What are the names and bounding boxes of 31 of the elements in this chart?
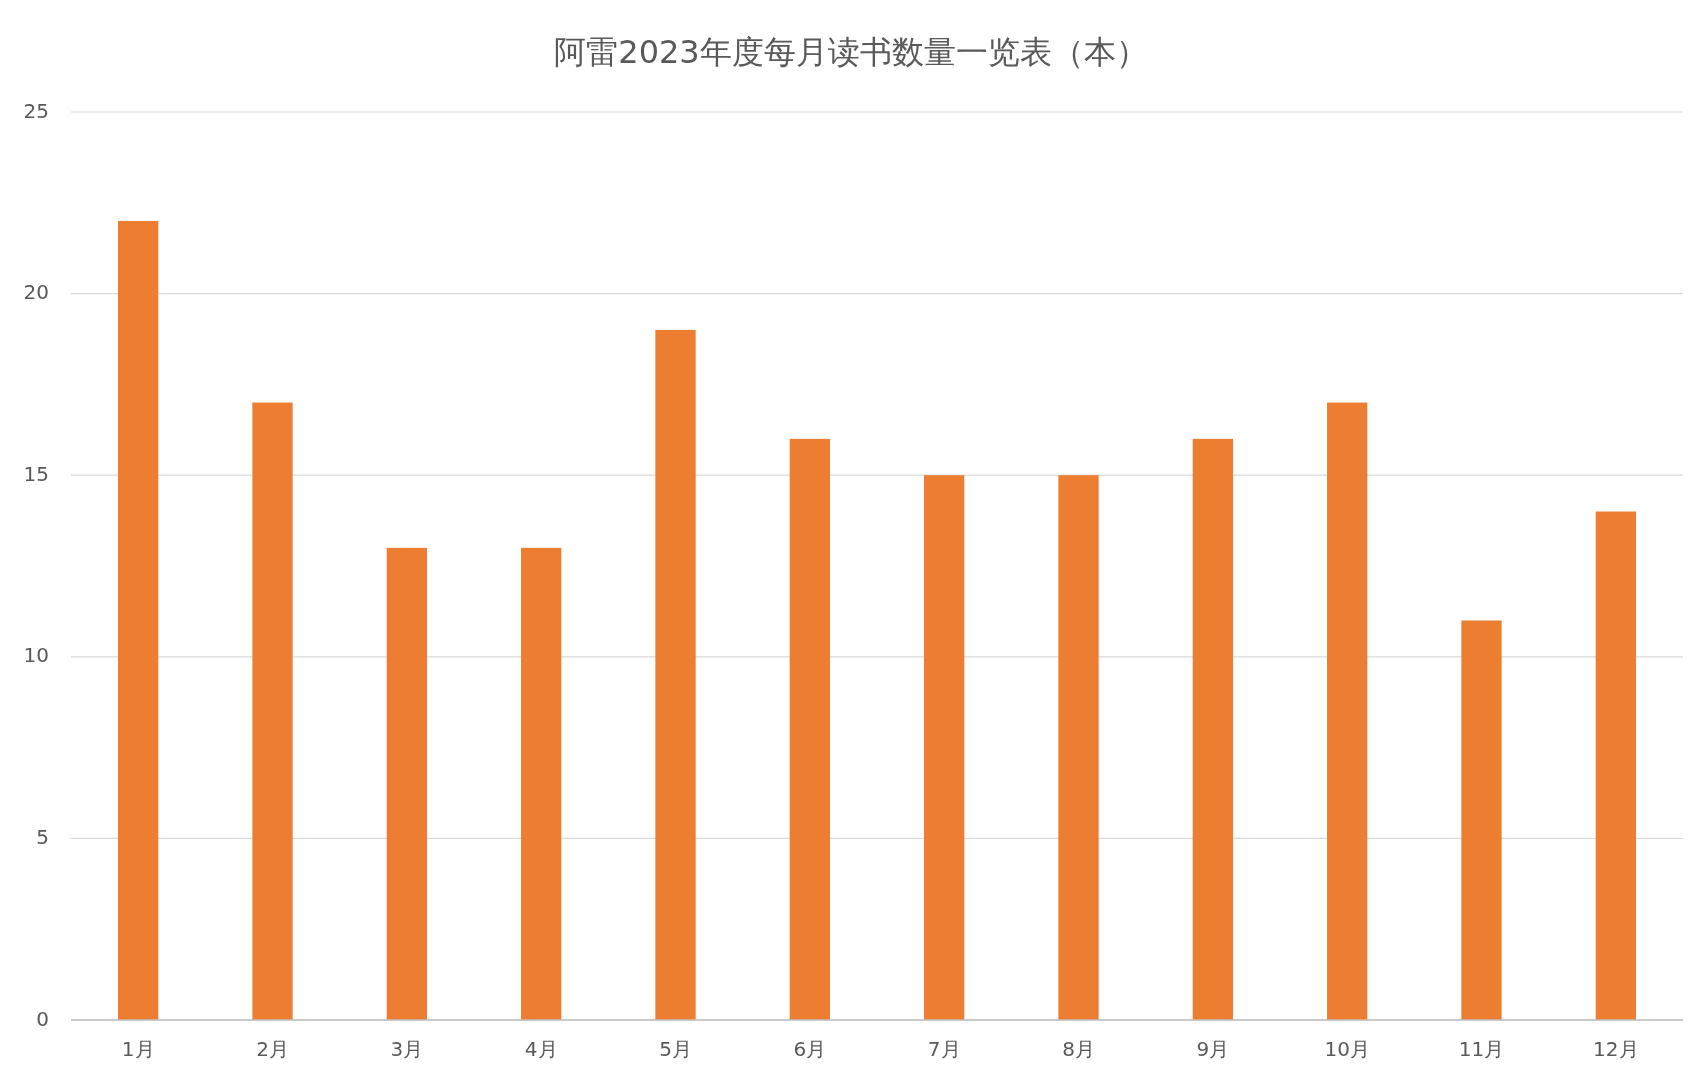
bar xyxy=(1058,475,1099,1020)
x-tick-label: 3月 xyxy=(390,1036,424,1061)
x-tick-label: 9月 xyxy=(1196,1036,1230,1061)
y-tick-label: 0 xyxy=(36,1006,49,1031)
bar xyxy=(118,220,159,1020)
bar xyxy=(655,329,696,1020)
chart-title: 阿雷2023年度每月读书数量一览表（本） xyxy=(554,33,1148,71)
x-tick-label: 6月 xyxy=(793,1036,827,1061)
y-tick-label: 20 xyxy=(23,280,49,305)
bar xyxy=(386,547,427,1020)
x-tick-label: 10月 xyxy=(1324,1036,1370,1061)
bar xyxy=(1327,402,1368,1020)
x-tick-label: 2月 xyxy=(256,1036,289,1061)
bar xyxy=(252,402,293,1020)
bar xyxy=(1461,620,1502,1020)
y-tick-label: 25 xyxy=(23,98,49,123)
y-tick-label: 15 xyxy=(23,461,49,486)
x-tick-label: 1月 xyxy=(121,1036,155,1061)
x-tick-label: 7月 xyxy=(927,1036,961,1061)
bar xyxy=(789,438,830,1020)
x-tick-label: 8月 xyxy=(1062,1036,1095,1061)
bar xyxy=(1192,438,1233,1020)
x-tick-label: 11月 xyxy=(1458,1036,1505,1061)
x-tick-label: 4月 xyxy=(524,1036,558,1061)
y-tick-label: 5 xyxy=(36,824,49,849)
x-tick-label: 5月 xyxy=(659,1036,692,1061)
x-tick-label: 12月 xyxy=(1593,1036,1639,1061)
y-tick-label: 10 xyxy=(23,643,49,668)
bar xyxy=(521,547,562,1020)
bar xyxy=(924,475,965,1020)
bar xyxy=(1595,511,1636,1020)
